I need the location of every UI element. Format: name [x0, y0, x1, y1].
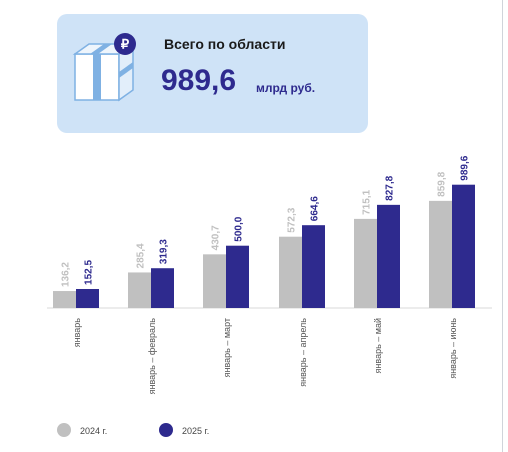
category-label: январь – март	[222, 318, 232, 377]
bar-2024	[203, 254, 226, 308]
svg-text:₽: ₽	[121, 37, 130, 52]
category-label: январь – май	[373, 318, 383, 373]
bar-2025	[377, 204, 400, 308]
bar-2025	[302, 225, 325, 308]
data-label-2024: 859,8	[437, 171, 448, 196]
data-label-2024: 136,2	[61, 262, 72, 287]
data-label-2025: 664,6	[310, 196, 321, 221]
bar-2024	[128, 272, 151, 308]
data-label-2024: 715,1	[362, 189, 373, 214]
bar-2025	[452, 184, 475, 308]
bar-2025	[151, 268, 174, 308]
bar-2025	[226, 245, 249, 308]
bar-2024	[354, 218, 377, 308]
card-total-unit: млрд руб.	[256, 81, 316, 95]
category-label: январь – февраль	[147, 318, 157, 395]
bar-2024	[279, 236, 302, 308]
card-total-value: 989,6	[161, 64, 237, 97]
data-label-2025: 152,5	[84, 260, 95, 285]
legend-swatch-2024	[57, 423, 71, 437]
right-divider	[502, 0, 503, 452]
data-label-2025: 500,0	[234, 216, 245, 241]
card-title: Всего по области	[164, 36, 286, 52]
data-label-2025: 827,8	[385, 175, 396, 200]
bar-2024	[53, 291, 76, 308]
legend-label-2025: 2025 г.	[182, 426, 210, 436]
data-label-2024: 572,3	[287, 207, 298, 232]
data-label-2025: 989,6	[460, 155, 471, 180]
category-label: январь – апрель	[298, 318, 308, 387]
bar-2025	[76, 288, 99, 308]
category-label: январь – июнь	[448, 318, 458, 379]
legend-swatch-2025	[159, 423, 173, 437]
bar-2024	[429, 200, 452, 308]
data-label-2025: 319,3	[159, 239, 170, 264]
category-label: январь	[72, 318, 82, 348]
data-label-2024: 430,7	[211, 225, 222, 250]
data-label-2024: 285,4	[136, 243, 147, 268]
legend-label-2024: 2024 г.	[80, 426, 108, 436]
summary-card: ₽ Всего по области 989,6 млрд руб.	[57, 14, 368, 133]
gift-ruble-icon: ₽	[72, 33, 136, 102]
